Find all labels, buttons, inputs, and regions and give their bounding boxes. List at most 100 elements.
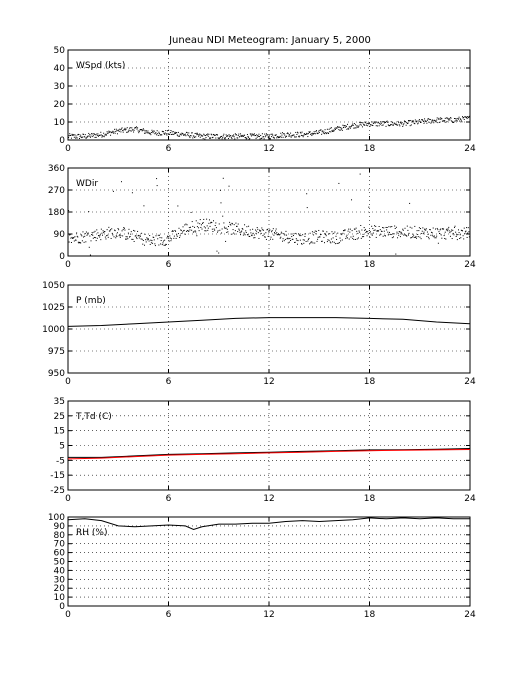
wdir-point xyxy=(200,226,202,228)
wdir-point xyxy=(417,234,419,236)
wspd-point xyxy=(211,137,213,139)
x-tick-label: 12 xyxy=(263,494,274,504)
wdir-point xyxy=(368,230,370,232)
wdir-point xyxy=(407,234,409,236)
wspd-point xyxy=(76,137,78,139)
wspd-point xyxy=(261,133,263,135)
wspd-point xyxy=(318,131,320,133)
wspd-point xyxy=(334,127,336,129)
y-tick-label: 10 xyxy=(54,118,66,128)
wspd-point xyxy=(379,122,381,124)
wdir-point xyxy=(462,235,464,237)
wspd-point xyxy=(209,137,211,139)
wdir-point xyxy=(278,234,280,236)
wspd-point xyxy=(317,133,319,135)
wdir-point xyxy=(328,233,330,235)
wspd-point xyxy=(430,122,432,124)
wspd-point xyxy=(243,134,245,136)
wdir-point xyxy=(218,252,220,254)
wspd-point xyxy=(341,129,343,131)
y-tick-label: 0 xyxy=(59,252,65,262)
wspd-point xyxy=(329,127,331,129)
wdir-point xyxy=(299,235,301,237)
wspd-point xyxy=(93,133,95,135)
wdir-point xyxy=(449,235,451,237)
wspd-point xyxy=(449,119,451,121)
wspd-point xyxy=(347,127,349,129)
wdir-point xyxy=(122,229,124,231)
wspd-point xyxy=(305,134,307,136)
wdir-point xyxy=(276,232,278,234)
wdir-point xyxy=(248,225,250,227)
wspd-point xyxy=(87,136,89,138)
wdir-point xyxy=(441,237,443,239)
wdir-point xyxy=(95,237,97,239)
wdir-point xyxy=(224,227,226,229)
y-tick-label: 0 xyxy=(59,136,65,146)
wdir-point xyxy=(467,227,469,229)
wdir-point xyxy=(157,238,159,240)
wdir-point xyxy=(135,235,137,237)
wdir-point xyxy=(96,237,98,239)
wspd-point xyxy=(262,136,264,138)
wspd-point xyxy=(244,134,246,136)
wspd-point xyxy=(85,137,87,139)
wspd-point xyxy=(257,135,259,137)
y-tick-label: 100 xyxy=(48,513,65,523)
wspd-point xyxy=(356,125,358,127)
wdir-point xyxy=(426,236,428,238)
wspd-label: WSpd (kts) xyxy=(76,61,125,71)
wdir-point xyxy=(220,202,222,204)
wdir-point xyxy=(149,243,151,245)
wspd-point xyxy=(68,135,70,137)
wdir-point xyxy=(201,228,203,230)
wspd-point xyxy=(405,121,407,123)
wspd-point xyxy=(233,134,235,136)
wspd-point xyxy=(414,123,416,125)
wdir-point xyxy=(223,226,225,228)
wspd-point xyxy=(266,134,268,136)
wspd-point xyxy=(380,122,382,124)
wdir-point xyxy=(133,229,135,231)
wdir-point xyxy=(170,240,172,242)
wspd-point xyxy=(393,124,395,126)
wspd-point xyxy=(194,136,196,138)
wdir-point xyxy=(398,234,400,236)
wspd-point xyxy=(315,130,317,132)
wspd-point xyxy=(371,121,373,123)
wdir-point xyxy=(334,231,336,233)
wspd-point xyxy=(375,121,377,123)
wdir-point xyxy=(310,241,312,243)
wdir-point xyxy=(120,235,122,237)
wspd-point xyxy=(309,131,311,133)
wdir-point xyxy=(243,232,245,234)
wdir-point xyxy=(252,232,254,234)
wdir-point xyxy=(324,232,326,234)
wspd-point xyxy=(436,119,438,121)
wspd-point xyxy=(407,122,409,124)
wdir-point xyxy=(164,239,166,241)
wspd-point xyxy=(276,136,278,138)
wspd-point xyxy=(199,133,201,135)
wdir-point xyxy=(410,237,412,239)
wdir-point xyxy=(395,253,397,255)
wspd-point xyxy=(179,133,181,135)
wdir-point xyxy=(289,237,291,239)
wdir-point xyxy=(287,242,289,244)
wdir-point xyxy=(424,229,426,231)
wspd-point xyxy=(333,130,335,132)
wdir-point xyxy=(387,234,389,236)
wdir-point xyxy=(123,227,125,229)
wdir-point xyxy=(436,235,438,237)
wdir-point xyxy=(81,240,83,242)
wdir-point xyxy=(367,233,369,235)
wdir-point xyxy=(344,229,346,231)
wspd-point xyxy=(407,120,409,122)
panel-pressure: 0 6 12 18 24 950 975 1000 1025 1050 P (mb) xyxy=(42,281,476,387)
wspd-point xyxy=(297,132,299,134)
wspd-point xyxy=(191,132,193,134)
wdir-point xyxy=(420,228,422,230)
wspd-point xyxy=(375,125,377,127)
wspd-point xyxy=(336,127,338,129)
wdir-point xyxy=(183,230,185,232)
